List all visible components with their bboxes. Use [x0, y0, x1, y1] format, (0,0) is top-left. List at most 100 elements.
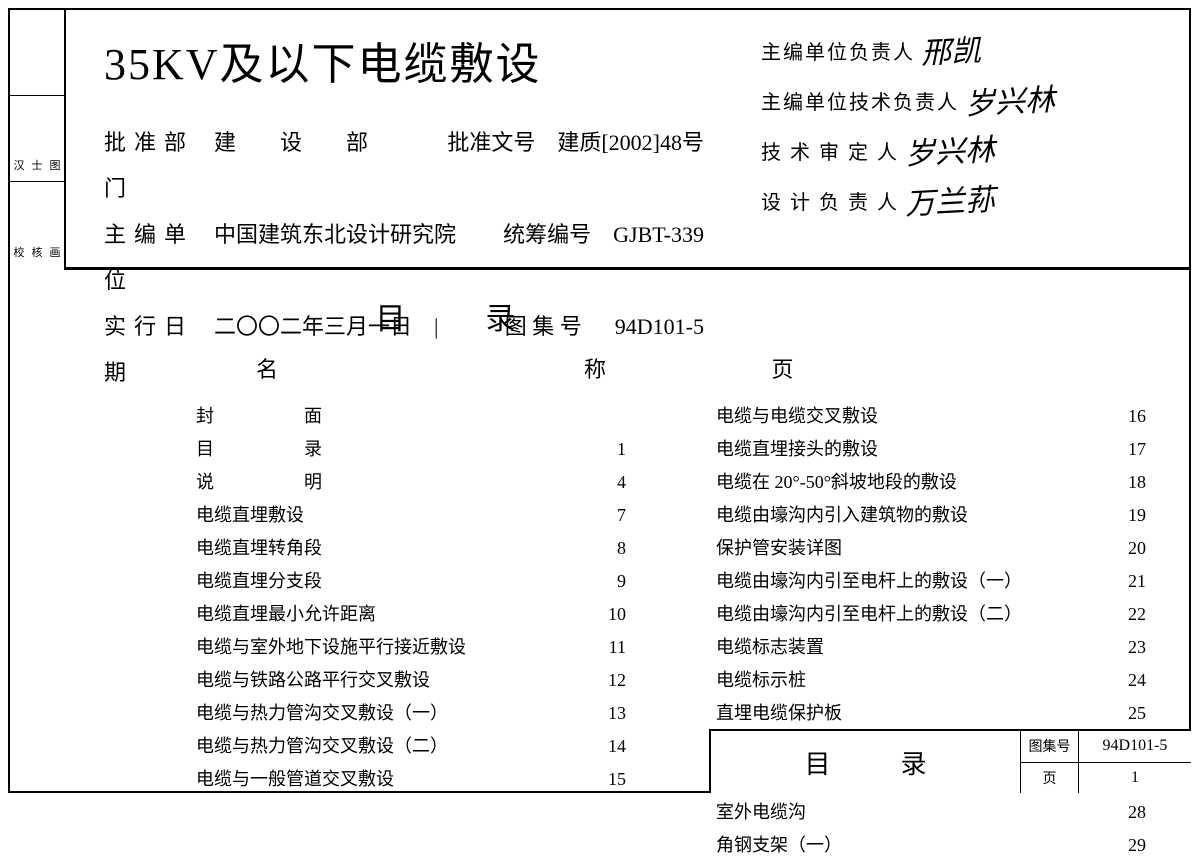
strip-cell: 核 [28, 238, 46, 268]
sig3-label: 技 术 审 定 人 [761, 128, 899, 178]
toc-entry-name: 电缆标示桩 [716, 664, 1096, 697]
approve-no-label: 批准文号 [447, 120, 557, 212]
title-block: 35KV及以下电缆敷设 批准部门 建 设 部 批准文号 建质[2002]48号 … [66, 10, 1189, 270]
toc-entry-page: 1 [576, 433, 626, 466]
toc-entry-name: 电缆直埋转角段 [196, 532, 576, 565]
toc-entry-name: 电缆由壕沟内引至电杆上的敷设（一） [716, 565, 1096, 598]
toc-row: 电缆由壕沟内引至电杆上的敷设（二）22 [716, 598, 1146, 631]
toc-entry-name: 电缆标志装置 [716, 631, 1096, 664]
toc-row: 电缆与热力管沟交叉敷设（一）13 [196, 697, 626, 730]
toc-row: 电缆直埋接头的敷设17 [716, 433, 1146, 466]
toc-entry-name: 直埋电缆保护板 [716, 697, 1096, 730]
footer-atlas-value: 94D101-5 [1079, 731, 1191, 762]
toc-row: 电缆与一般管道交叉敷设15 [196, 763, 626, 796]
toc-entry-name: 电缆在 20°-50°斜坡地段的敷设 [716, 466, 1096, 499]
toc-row: 电缆由壕沟内引入建筑物的敷设19 [716, 499, 1146, 532]
toc-row: 电缆由壕沟内引至电杆上的敷设（一）21 [716, 565, 1146, 598]
toc-row: 电缆直埋最小允许距离10 [196, 598, 626, 631]
approve-dept-label: 批准部门 [104, 120, 214, 212]
toc-row: 保护管安装详图20 [716, 532, 1146, 565]
toc-row: 目 录1 [196, 433, 626, 466]
toc-head-name: 名 称 [256, 357, 666, 382]
signature-icon: 岁兴林 [904, 126, 996, 181]
strip-cell: 士 [28, 151, 46, 181]
toc-entry-page: 8 [576, 532, 626, 565]
toc-entry-page: 21 [1096, 565, 1146, 598]
toc-entry-name: 电缆直埋最小允许距离 [196, 598, 576, 631]
footer-page-value: 1 [1079, 763, 1191, 794]
toc-entry-page: 14 [576, 730, 626, 763]
toc-entry-name: 角钢支架（一） [716, 829, 1096, 862]
toc-entry-name: 目 录 [196, 433, 576, 466]
toc-body: 目录 名 称 页 封 面目 录1说 明4电缆直埋敷设7电缆直埋转角段8电缆直埋分… [66, 270, 1189, 791]
toc-row: 电缆与室外地下设施平行接近敷设11 [196, 631, 626, 664]
toc-entry-page: 4 [576, 466, 626, 499]
footer-page-label: 页 [1021, 763, 1079, 794]
toc-row: 直埋电缆保护板25 [716, 697, 1146, 730]
toc-entry-name: 电缆直埋接头的敷设 [716, 433, 1096, 466]
sig1-label: 主编单位负责人 [761, 28, 915, 78]
strip-cell: 画 [46, 238, 64, 268]
toc-entry-name: 电缆与热力管沟交叉敷设（二） [196, 730, 576, 763]
toc-entry-page: 9 [576, 565, 626, 598]
approve-dept-value: 建 设 部 [214, 120, 447, 212]
toc-entry-page: 20 [1096, 532, 1146, 565]
toc-entry-name: 电缆直埋敷设 [196, 499, 576, 532]
footer-title: 目录 [711, 731, 1021, 793]
toc-entry-page: 25 [1096, 697, 1146, 730]
toc-entry-page: 16 [1096, 400, 1146, 433]
toc-entry-name: 封 面 [196, 400, 576, 433]
toc-row: 电缆标示桩24 [716, 664, 1146, 697]
toc-row: 电缆直埋转角段8 [196, 532, 626, 565]
toc-entry-name: 电缆直埋分支段 [196, 565, 576, 598]
toc-entry-page: 12 [576, 664, 626, 697]
toc-entry-page: 19 [1096, 499, 1146, 532]
toc-entry-page: 17 [1096, 433, 1146, 466]
toc-row: 角钢支架（一）29 [716, 829, 1146, 862]
signatures-block: 主编单位负责人邢凯 主编单位技术负责人岁兴林 技 术 审 定 人岁兴林 设 计 … [761, 28, 1161, 228]
toc-row: 电缆与热力管沟交叉敷设（二）14 [196, 730, 626, 763]
toc-entry-name: 电缆与铁路公路平行交叉敷设 [196, 664, 576, 697]
toc-entry-name: 电缆与一般管道交叉敷设 [196, 763, 576, 796]
toc-row: 电缆与铁路公路平行交叉敷设12 [196, 664, 626, 697]
sig2-label: 主编单位技术负责人 [761, 78, 959, 128]
toc-entry-name: 说 明 [196, 466, 576, 499]
document-page: 汉 士 图 校 核 画 35KV及以下电缆敷设 批准部门 建 设 部 批准文号 … [8, 8, 1191, 793]
approve-no-value: 建质[2002]48号 [557, 120, 704, 212]
toc-entry-page [576, 400, 626, 433]
toc-entry-name: 电缆与电缆交叉敷设 [716, 400, 1096, 433]
toc-row: 电缆直埋敷设7 [196, 499, 626, 532]
toc-row: 电缆标志装置23 [716, 631, 1146, 664]
toc-entry-page: 22 [1096, 598, 1146, 631]
footer-atlas-label: 图集号 [1021, 731, 1079, 762]
sig4-label: 设 计 负 责 人 [761, 178, 899, 228]
toc-entry-name: 电缆与热力管沟交叉敷设（一） [196, 697, 576, 730]
toc-entry-page: 7 [576, 499, 626, 532]
toc-entry-page: 18 [1096, 466, 1146, 499]
footer-box: 目录 图集号 94D101-5 页 1 [709, 729, 1191, 793]
strip-cell: 图 [46, 151, 64, 181]
toc-title: 目录 [0, 294, 1155, 338]
signature-icon: 万兰荪 [904, 176, 996, 231]
toc-head-page: 页 [772, 357, 794, 382]
toc-entry-name: 电缆由壕沟内引入建筑物的敷设 [716, 499, 1096, 532]
toc-entry-page: 23 [1096, 631, 1146, 664]
left-margin-strip: 汉 士 图 校 核 画 [10, 10, 66, 270]
strip-cell: 校 [10, 238, 28, 268]
toc-row: 电缆与电缆交叉敷设16 [716, 400, 1146, 433]
signature-icon: 岁兴林 [964, 76, 1056, 131]
toc-entry-page: 13 [576, 697, 626, 730]
toc-entry-name: 电缆由壕沟内引至电杆上的敷设（二） [716, 598, 1096, 631]
toc-entry-page: 10 [576, 598, 626, 631]
strip-cell: 汉 [10, 151, 28, 181]
toc-entry-page: 29 [1096, 829, 1146, 862]
toc-column-header: 名 称 页 [256, 352, 1155, 384]
toc-entry-name: 电缆与室外地下设施平行接近敷设 [196, 631, 576, 664]
toc-row: 封 面 [196, 400, 626, 433]
toc-row: 电缆直埋分支段9 [196, 565, 626, 598]
toc-entry-page: 24 [1096, 664, 1146, 697]
toc-entry-page: 11 [576, 631, 626, 664]
toc-row: 电缆在 20°-50°斜坡地段的敷设18 [716, 466, 1146, 499]
toc-entry-page: 15 [576, 763, 626, 796]
signature-icon: 邢凯 [920, 26, 983, 79]
